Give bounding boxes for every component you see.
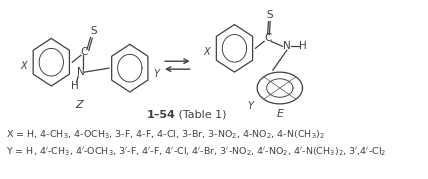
Text: X: X — [20, 61, 27, 71]
Text: C: C — [81, 47, 88, 57]
Text: Y = H, 4$'$-CH$_3$, 4$'$-OCH$_3$, 3$'$-F, 4$'$-F, 4$'$-Cl, 4$'$-Br, 3$'$-NO$_2$,: Y = H, 4$'$-CH$_3$, 4$'$-OCH$_3$, 3$'$-F… — [6, 145, 386, 158]
Text: E: E — [276, 109, 283, 119]
Text: S: S — [266, 10, 273, 20]
Text: H: H — [71, 81, 79, 91]
Text: X = H, 4-CH$_3$, 4-OCH$_3$, 3-F, 4-F, 4-Cl, 3-Br, 3-NO$_2$, 4-NO$_2$, 4-N(CH$_3$: X = H, 4-CH$_3$, 4-OCH$_3$, 3-F, 4-F, 4-… — [6, 128, 325, 141]
Text: Z: Z — [75, 100, 83, 110]
Text: N: N — [77, 67, 85, 77]
Text: Y: Y — [248, 101, 254, 111]
Text: Y: Y — [153, 69, 159, 79]
Text: 1–54: 1–54 — [146, 110, 175, 120]
Text: H: H — [299, 41, 306, 51]
Text: (Table 1): (Table 1) — [175, 110, 227, 120]
Text: S: S — [91, 26, 97, 37]
Text: N: N — [283, 41, 291, 51]
Text: C: C — [264, 33, 271, 43]
Text: X: X — [203, 47, 210, 57]
